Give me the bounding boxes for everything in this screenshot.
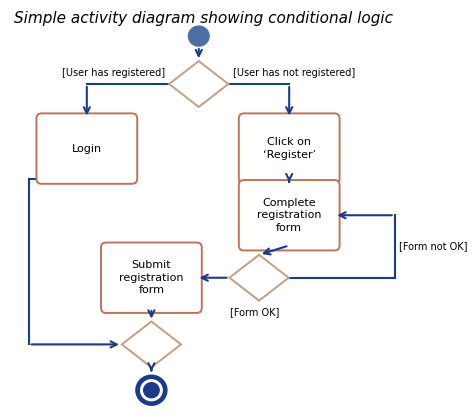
Circle shape bbox=[144, 383, 159, 398]
Text: [User has not registered]: [User has not registered] bbox=[233, 68, 355, 78]
Text: [Form not OK]: [Form not OK] bbox=[399, 242, 467, 252]
Text: Click on
‘Register’: Click on ‘Register’ bbox=[263, 138, 316, 160]
Text: [Form OK]: [Form OK] bbox=[230, 307, 280, 317]
FancyBboxPatch shape bbox=[239, 180, 340, 250]
Polygon shape bbox=[229, 255, 289, 301]
Circle shape bbox=[136, 375, 167, 405]
Text: Simple activity diagram showing conditional logic: Simple activity diagram showing conditio… bbox=[14, 11, 393, 26]
Text: Login: Login bbox=[72, 144, 102, 153]
FancyBboxPatch shape bbox=[36, 113, 137, 184]
Text: Submit
registration
form: Submit registration form bbox=[119, 260, 184, 295]
Circle shape bbox=[188, 26, 209, 46]
Circle shape bbox=[140, 380, 162, 400]
Text: Complete
registration
form: Complete registration form bbox=[257, 198, 322, 233]
FancyBboxPatch shape bbox=[101, 242, 202, 313]
Polygon shape bbox=[122, 321, 181, 367]
FancyBboxPatch shape bbox=[239, 113, 340, 184]
Polygon shape bbox=[169, 61, 228, 107]
Text: [User has registered]: [User has registered] bbox=[62, 68, 165, 78]
